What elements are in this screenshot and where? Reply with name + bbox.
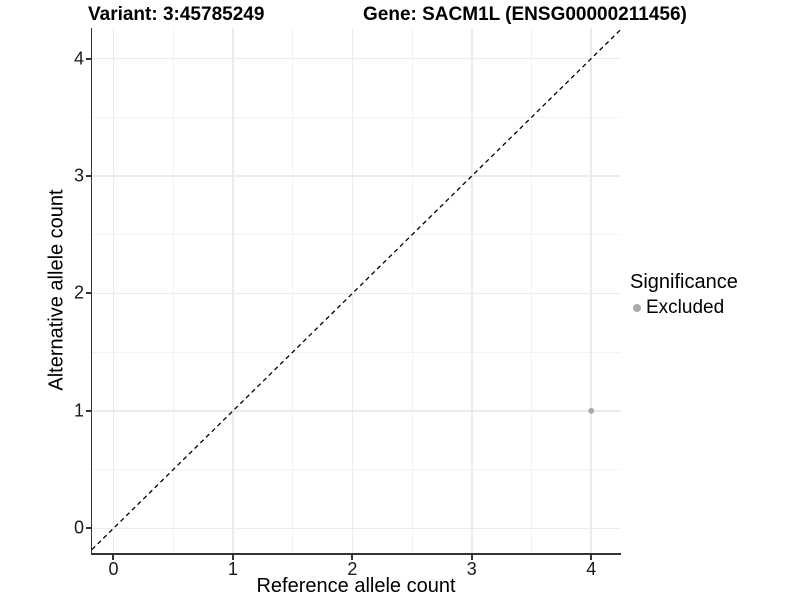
y-tick-mark <box>85 292 91 295</box>
gridline-major-horizontal <box>92 410 621 412</box>
gridline-major-horizontal <box>92 292 621 295</box>
x-tick-mark <box>470 554 473 560</box>
plot-title-variant: Variant: 3:45785249 <box>88 4 265 25</box>
gridline-minor-vertical <box>292 28 294 553</box>
x-tick-mark <box>351 554 354 560</box>
legend-item-excluded: Excluded <box>630 297 738 319</box>
y-tick-label: 0 <box>73 517 84 538</box>
y-tick-mark <box>85 57 91 60</box>
legend-title: Significance <box>630 271 738 293</box>
y-tick-mark <box>85 527 91 530</box>
gridline-minor-vertical <box>172 28 174 553</box>
y-tick-label: 4 <box>73 48 84 69</box>
gridline-major-horizontal <box>92 175 621 177</box>
gridline-minor-vertical <box>411 28 413 553</box>
y-tick-mark <box>85 174 91 177</box>
gridline-minor-horizontal <box>92 116 621 118</box>
x-tick-label: 4 <box>586 559 597 579</box>
gridline-minor-horizontal <box>92 351 621 353</box>
x-tick-label: 1 <box>227 559 238 579</box>
gridline-major-horizontal <box>92 57 621 60</box>
legend-item-label: Excluded <box>646 297 725 318</box>
gridline-major-vertical <box>112 28 115 553</box>
x-axis-line <box>90 553 621 555</box>
plot-panel <box>92 28 621 553</box>
y-tick-label: 1 <box>73 400 84 421</box>
plot-title-gene: Gene: SACM1L (ENSG00000211456) <box>363 4 687 25</box>
x-tick-mark <box>590 554 593 560</box>
y-tick-label: 3 <box>73 165 84 186</box>
x-tick-label: 2 <box>347 559 358 579</box>
x-tick-label: 3 <box>466 559 477 579</box>
gridline-major-vertical <box>471 28 473 553</box>
gridline-major-vertical <box>590 28 592 553</box>
gridline-major-vertical <box>351 28 354 553</box>
y-tick-label: 2 <box>73 282 84 303</box>
y-axis-line <box>90 28 92 555</box>
x-tick-label: 0 <box>108 559 119 579</box>
x-axis-title: Reference allele count <box>256 575 456 597</box>
gridline-minor-horizontal <box>92 234 621 236</box>
gridline-major-vertical <box>232 28 234 553</box>
excluded-point-icon <box>633 304 641 312</box>
y-tick-mark <box>85 409 91 412</box>
x-tick-mark <box>112 554 115 560</box>
gridline-minor-horizontal <box>92 469 621 471</box>
x-tick-mark <box>231 554 234 560</box>
gridline-minor-vertical <box>531 28 533 553</box>
y-axis-title: Alternative allele count <box>45 189 68 391</box>
gridline-major-horizontal <box>92 527 621 530</box>
legend: Significance Excluded <box>630 271 738 319</box>
